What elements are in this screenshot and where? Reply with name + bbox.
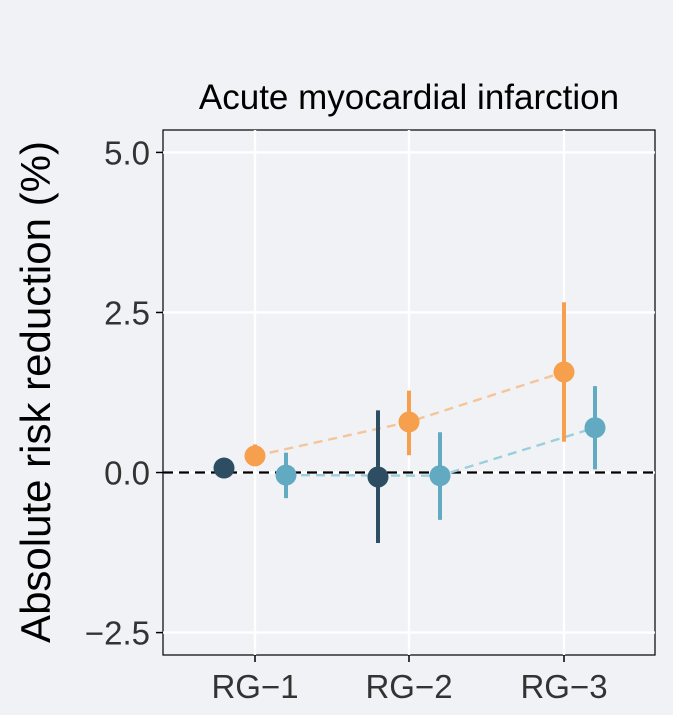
y-tick-label: 0.0 — [104, 455, 150, 492]
y-tick-label: 2.5 — [104, 294, 150, 331]
data-point — [367, 466, 389, 488]
x-axis-ticks: RG−1 RG−2 RG−3 — [211, 655, 608, 705]
y-axis-label: Absolute risk reduction (%) — [12, 141, 59, 643]
chart-title: Acute myocardial infarction — [199, 78, 619, 117]
data-point — [398, 411, 420, 433]
data-point — [584, 417, 606, 439]
data-point — [275, 464, 297, 486]
y-tick-label: −2.5 — [85, 615, 150, 652]
x-tick-label: RG−1 — [211, 668, 298, 705]
data-marks — [213, 302, 606, 543]
data-point — [429, 465, 451, 487]
data-point — [553, 361, 575, 383]
x-tick-label: RG−2 — [365, 668, 452, 705]
y-tick-label: 5.0 — [104, 134, 150, 171]
data-point — [213, 457, 235, 479]
y-axis-ticks: −2.5 0.0 2.5 5.0 — [85, 134, 163, 652]
data-point — [244, 445, 266, 467]
x-tick-label: RG−3 — [520, 668, 607, 705]
